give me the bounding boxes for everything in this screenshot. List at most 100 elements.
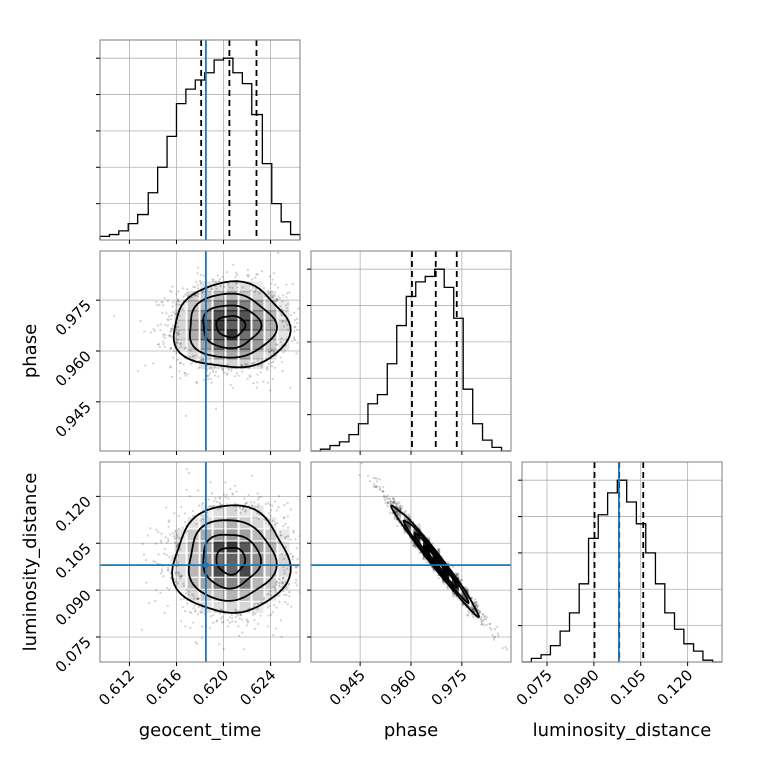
sample-point — [191, 361, 194, 364]
sample-point — [171, 327, 174, 330]
sample-point — [256, 381, 259, 384]
sample-point — [274, 523, 277, 526]
sample-point — [399, 508, 402, 511]
sample-point — [289, 313, 292, 317]
pair-panel-phase-luminosity_distance — [307, 461, 512, 666]
sample-point — [382, 495, 386, 498]
sample-point — [275, 581, 278, 584]
sample-point — [152, 328, 155, 331]
sample-point — [360, 462, 363, 465]
sample-point — [235, 372, 239, 375]
density-cell — [252, 541, 264, 553]
sample-point — [386, 505, 389, 508]
sample-point — [387, 497, 390, 500]
sample-point — [147, 602, 151, 605]
sample-point — [216, 274, 219, 277]
axes-frame — [521, 461, 723, 663]
sample-point — [292, 529, 295, 533]
sample-point — [165, 553, 168, 557]
sample-point — [294, 581, 297, 584]
sample-point — [235, 282, 238, 285]
sample-point — [225, 493, 228, 497]
sample-point — [247, 275, 250, 278]
sample-point — [187, 471, 191, 475]
sample-point — [285, 310, 288, 313]
sample-point — [177, 515, 181, 518]
density-cell — [187, 348, 199, 360]
sample-point — [274, 589, 277, 593]
sample-point — [167, 525, 170, 528]
sample-point — [218, 278, 221, 281]
density-cell — [187, 319, 199, 331]
sample-point — [160, 570, 163, 573]
sample-point — [277, 542, 281, 545]
sample-point — [172, 535, 175, 538]
sample-point — [294, 338, 297, 342]
sample-point — [240, 364, 243, 367]
sample-point — [244, 502, 248, 505]
sample-point — [251, 504, 254, 508]
sample-point — [184, 372, 187, 375]
sample-point — [250, 504, 254, 507]
sample-point — [381, 490, 385, 493]
sample-point — [392, 501, 395, 504]
sample-point — [212, 613, 215, 617]
sample-point — [247, 493, 250, 497]
sample-point — [263, 518, 266, 521]
sample-point — [185, 588, 188, 591]
sample-point — [230, 613, 233, 616]
sample-point — [209, 377, 212, 380]
sample-point — [241, 286, 244, 289]
sample-point — [185, 488, 188, 491]
sample-point — [414, 545, 418, 549]
sample-point — [238, 612, 241, 616]
sample-point — [236, 273, 239, 276]
sample-point — [260, 364, 263, 367]
sample-point — [200, 358, 203, 361]
density-cell — [265, 348, 277, 360]
sample-point — [271, 296, 274, 299]
density-cell — [278, 329, 290, 341]
sample-point — [184, 609, 187, 613]
density-cell — [174, 338, 186, 350]
sample-point — [398, 506, 402, 509]
sample-point — [169, 318, 173, 321]
sample-point — [181, 287, 184, 290]
sample-point — [392, 501, 395, 504]
sample-point — [257, 503, 260, 506]
sample-point — [281, 582, 284, 585]
sample-point — [480, 615, 483, 619]
sample-point — [283, 572, 286, 575]
sample-point — [237, 374, 240, 377]
sample-point — [495, 625, 498, 628]
sample-point — [193, 604, 196, 607]
sample-point — [393, 502, 397, 505]
sample-point — [168, 335, 172, 338]
sample-point — [172, 311, 175, 314]
sample-point — [177, 527, 181, 530]
density-cell — [239, 281, 251, 293]
density-cell — [252, 281, 264, 293]
sample-point — [248, 374, 251, 377]
sample-point — [457, 577, 460, 580]
sample-point — [238, 506, 241, 509]
sample-point — [229, 488, 232, 491]
sample-point — [295, 584, 298, 587]
x-axis-label: phase — [384, 720, 438, 741]
sample-point — [392, 500, 395, 504]
sample-point — [284, 545, 287, 549]
sample-point — [167, 334, 170, 337]
sample-point — [172, 356, 175, 359]
sample-point — [272, 271, 276, 275]
sample-point — [146, 534, 150, 537]
density-cell — [213, 577, 225, 589]
sample-point — [233, 375, 237, 378]
sample-point — [477, 604, 480, 607]
sample-point — [269, 528, 272, 532]
sample-point — [231, 620, 234, 623]
sample-point — [256, 602, 259, 605]
density-cell — [226, 601, 238, 613]
sample-point — [295, 317, 299, 320]
sample-point — [253, 627, 257, 631]
sample-point — [485, 623, 488, 626]
